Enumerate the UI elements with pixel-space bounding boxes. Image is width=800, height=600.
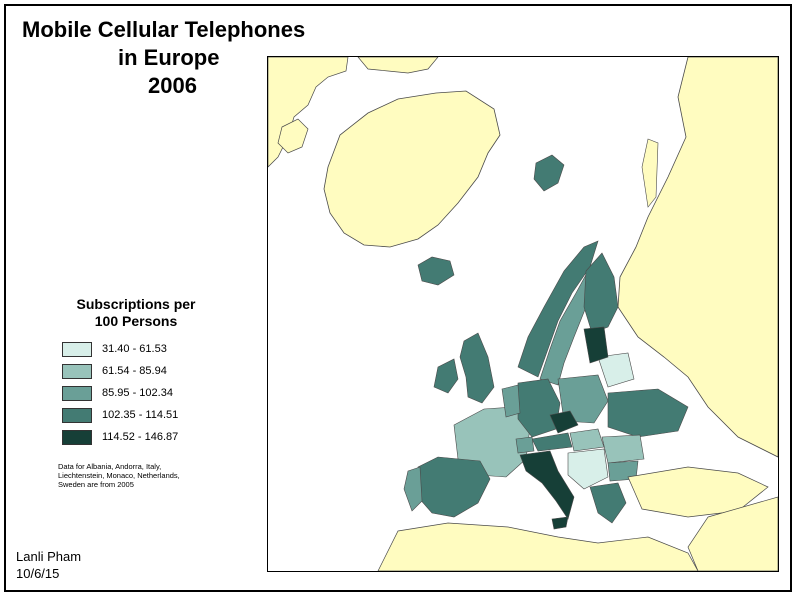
europe-map (267, 56, 779, 572)
legend-swatch (62, 342, 92, 357)
data-note: Data for Albania, Andorra, Italy, Liecht… (58, 462, 180, 489)
legend-title-line-1: Subscriptions per (76, 296, 196, 312)
belarus-land (597, 352, 635, 388)
map-canvas (268, 57, 778, 571)
author-name: Lanli Pham (16, 549, 82, 564)
sicily-land (551, 516, 569, 530)
ukraine-land (607, 388, 689, 438)
legend-swatch (62, 430, 92, 445)
novaya-zemlya-land (641, 138, 659, 208)
arctic-islands-land (277, 57, 439, 154)
ireland-land (433, 358, 459, 394)
greece-land (589, 482, 627, 524)
title-line-3: 2006 (148, 73, 197, 98)
romania-land (601, 434, 645, 464)
baltics-land (583, 326, 609, 364)
north-america-land (268, 57, 349, 168)
map-title: Mobile Cellular Telephones in Europe 200… (22, 16, 305, 100)
portugal-land (403, 466, 423, 512)
czech-land (549, 410, 579, 434)
legend-label: 31.40 - 61.53 (102, 343, 167, 355)
title-line-2: in Europe (118, 45, 220, 70)
finland-land (583, 252, 619, 334)
legend-title: Subscriptions per 100 Persons (44, 296, 228, 330)
author-block: Lanli Pham 10/6/15 (16, 548, 81, 582)
benelux-land (501, 384, 521, 418)
title-line-1: Mobile Cellular Telephones (22, 17, 306, 42)
norway-land (517, 240, 599, 378)
svalbard-land (533, 154, 565, 192)
italy-land (519, 450, 575, 520)
legend-swatch (62, 386, 92, 401)
north-africa-land (377, 522, 699, 571)
uk-land (459, 332, 495, 404)
legend-title-line-2: 100 Persons (94, 313, 178, 329)
iceland-land (417, 256, 455, 286)
legend-label: 85.95 - 102.34 (102, 387, 173, 399)
turkey-land (627, 466, 769, 518)
switzerland-land (515, 436, 535, 454)
legend-label: 114.52 - 146.87 (102, 431, 179, 443)
legend-swatch (62, 408, 92, 423)
middle-east-land (687, 496, 778, 571)
legend-swatch (62, 364, 92, 379)
austria-land (531, 432, 573, 452)
legend-label: 61.54 - 85.94 (102, 365, 167, 377)
hungary-land (569, 428, 605, 452)
balkans-land (567, 448, 609, 490)
greenland-land (323, 90, 501, 248)
author-date: 10/6/15 (16, 566, 60, 581)
russia-land (617, 57, 778, 458)
legend-label: 102.35 - 114.51 (102, 409, 179, 421)
spain-land (417, 456, 491, 518)
